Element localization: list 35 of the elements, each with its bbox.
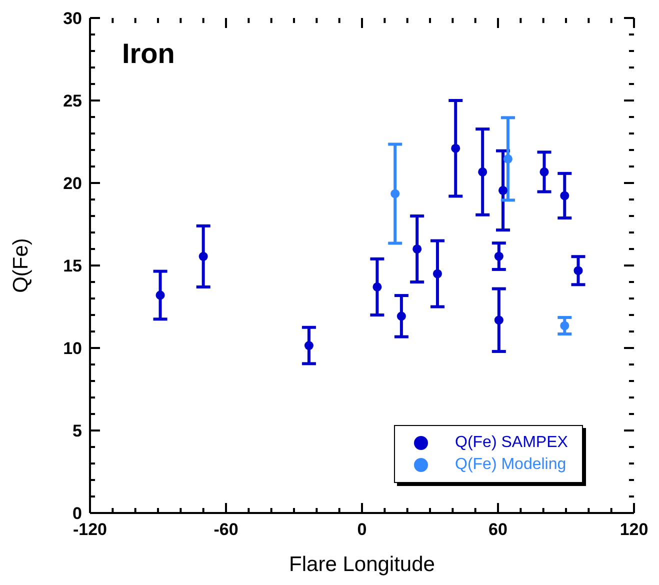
y-tick-label: 15 [63,256,82,276]
y-tick-label: 20 [63,174,82,193]
point [451,144,460,153]
y-tick-label: 30 [63,9,82,28]
point [560,321,570,330]
x-tick-label: -120 [72,520,108,539]
annotation: Iron [122,38,175,70]
y-tick-label: 5 [72,422,82,440]
x-tick-label: 120 [620,520,648,539]
point [494,316,504,325]
point [156,290,165,300]
x-axis-title: Flare Longitude [289,553,435,576]
point [498,186,508,195]
point [574,266,583,276]
point [396,312,406,321]
point [540,167,549,176]
y-axis-title: Q(Fe) [9,238,32,293]
point [478,167,488,176]
point [372,282,382,292]
point [503,154,512,164]
point [198,252,208,261]
point [560,191,570,200]
x-tick-label: 60 [488,520,508,539]
y-tick-label: 0 [72,504,82,523]
y-tick-label: 25 [63,92,82,110]
x-tick-label: 0 [357,520,367,539]
point [304,341,314,350]
point [494,252,504,261]
y-tick-label: 10 [63,339,82,358]
legend-label: Q(Fe) SAMPEX [455,433,568,453]
point [390,189,400,198]
point [432,269,442,278]
x-tick-label: -60 [214,520,238,539]
legend-label: Q(Fe) Modeling [455,455,566,475]
point [412,244,422,254]
